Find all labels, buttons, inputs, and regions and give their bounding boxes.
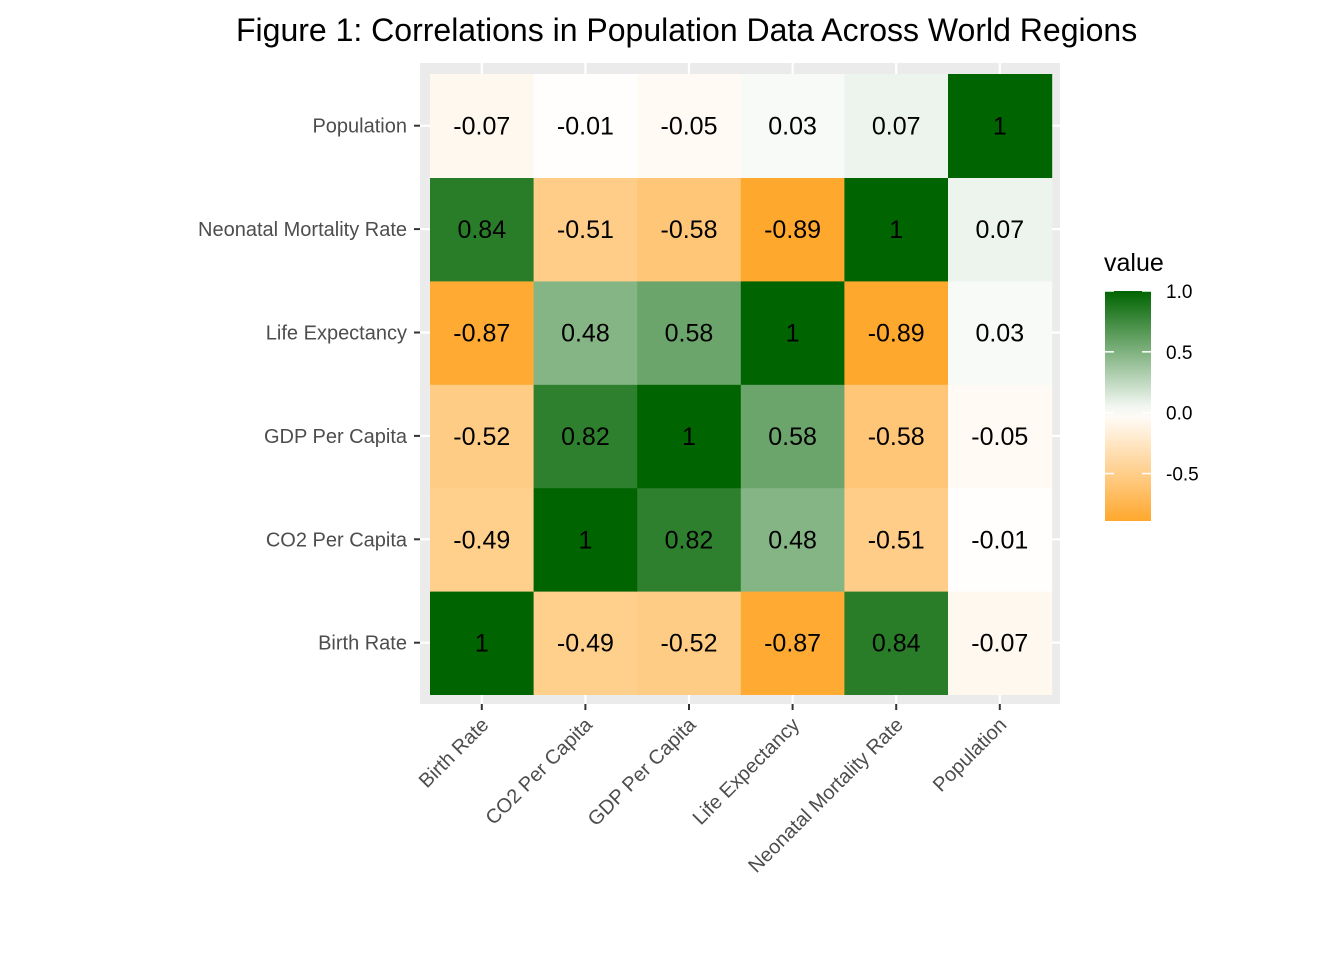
cell-value-label: -0.51 (557, 216, 614, 244)
cell-value-label: 0.07 (975, 216, 1024, 244)
heatmap-cell (430, 591, 535, 695)
y-tick-label: Life Expectancy (266, 323, 407, 345)
heatmap-cell (637, 280, 742, 385)
cell-value-label: 0.48 (561, 320, 610, 348)
heatmap-cell (844, 280, 949, 385)
x-tick-label: Life Expectancy (689, 714, 804, 829)
heatmap-cell (948, 280, 1053, 385)
cell-value-label: -0.07 (971, 630, 1028, 658)
cell-value-label: 1 (578, 526, 592, 554)
heatmap-cell (533, 487, 638, 592)
cell-value-label: -0.51 (868, 526, 925, 554)
cell-value-labels: 1 -0.49 -0.52 -0.87 0.84 -0.07 -0.49 1 0.82 0.48 -… (453, 113, 1028, 658)
heatmap-cell (844, 591, 949, 695)
legend-tick-label: 0.5 (1166, 343, 1192, 364)
heatmap-cell (844, 487, 949, 592)
heatmap-cell (948, 177, 1053, 282)
cell-value-label: 0.03 (768, 113, 817, 141)
x-tick-label: GDP Per Capita (584, 713, 701, 830)
heatmap-cell (637, 177, 742, 282)
x-tick-label: Birth Rate (415, 714, 493, 792)
heatmap-cell (740, 74, 845, 178)
cell-value-label: -0.01 (557, 113, 614, 141)
legend-tick-label: 1.0 (1166, 282, 1192, 303)
heatmap-cell (948, 74, 1053, 178)
cell-value-label: -0.49 (453, 526, 510, 554)
heatmap-cell (740, 280, 845, 385)
cell-value-label: 0.58 (665, 320, 714, 348)
heatmap-cell (430, 74, 535, 178)
cell-value-label: 1 (786, 320, 800, 348)
cell-value-label: 0.82 (561, 423, 610, 451)
heatmap-cell (533, 280, 638, 385)
heatmap-cell (948, 384, 1053, 489)
y-tick-label: GDP Per Capita (264, 426, 408, 448)
legend-title: value (1104, 249, 1164, 277)
y-tick-label: Population (312, 116, 407, 138)
heatmap-cell (740, 487, 845, 592)
cell-value-label: 1 (993, 113, 1007, 141)
heatmap-cell (844, 177, 949, 282)
cell-value-label: -0.05 (971, 423, 1028, 451)
cell-value-label: 1 (682, 423, 696, 451)
cell-value-label: 0.84 (457, 216, 506, 244)
heatmap-cell (533, 384, 638, 489)
heatmap-cell (430, 177, 535, 282)
y-tick-label: Birth Rate (318, 633, 407, 655)
heatmap-cell (637, 591, 742, 695)
heatmap-cell (637, 487, 742, 592)
legend-tick-label: 0.0 (1166, 404, 1192, 425)
x-tick-label: CO2 Per Capita (482, 713, 598, 829)
heatmap-cell (430, 384, 535, 489)
heatmap-cell (430, 280, 535, 385)
heatmap-cell (948, 487, 1053, 592)
heatmap-cell (533, 177, 638, 282)
cell-value-label: -0.07 (453, 113, 510, 141)
heatmap-cell (533, 74, 638, 178)
cell-value-label: -0.52 (453, 423, 510, 451)
cell-value-label: -0.05 (661, 113, 718, 141)
cell-value-label: -0.87 (453, 320, 510, 348)
cell-value-label: 0.07 (872, 113, 921, 141)
heatmap-cell (844, 384, 949, 489)
heatmap-cell (533, 591, 638, 695)
legend-tick-label: -0.5 (1166, 465, 1199, 486)
cell-value-label: 0.03 (975, 320, 1024, 348)
y-axis: Birth Rate CO2 Per Capita GDP Per Capita Li… (198, 116, 420, 655)
y-tick-label: Neonatal Mortality Rate (198, 219, 407, 241)
heatmap-cell (740, 177, 845, 282)
cell-value-label: 1 (475, 630, 489, 658)
heatmap-cell (844, 74, 949, 178)
cell-value-label: 0.84 (872, 630, 921, 658)
cell-value-label: -0.89 (764, 216, 821, 244)
cell-value-label: -0.49 (557, 630, 614, 658)
y-tick-label: CO2 Per Capita (266, 529, 408, 551)
cell-value-label: -0.01 (971, 526, 1028, 554)
cell-value-label: -0.89 (868, 320, 925, 348)
cell-value-label: -0.52 (661, 630, 718, 658)
heatmap-cell (740, 384, 845, 489)
chart-title: Figure 1: Correlations in Population Dat… (236, 12, 1137, 48)
heatmap-cell (637, 384, 742, 489)
heatmap-cell (430, 487, 535, 592)
cell-value-label: 0.82 (665, 526, 714, 554)
heatmap-cell (948, 591, 1053, 695)
x-tick-label: Population (929, 714, 1011, 796)
heatmap-cell (740, 591, 845, 695)
legend: value 1.0 0.5 0.0 -0.5 (1104, 249, 1199, 521)
cell-value-label: -0.58 (868, 423, 925, 451)
cell-value-label: -0.87 (764, 630, 821, 658)
heatmap-cells (430, 74, 1053, 695)
cell-value-label: 1 (889, 216, 903, 244)
legend-color-bar (1105, 291, 1151, 521)
cell-value-label: 0.58 (768, 423, 817, 451)
heatmap-cell (637, 74, 742, 178)
cell-value-label: 0.48 (768, 526, 817, 554)
cell-value-label: -0.58 (661, 216, 718, 244)
